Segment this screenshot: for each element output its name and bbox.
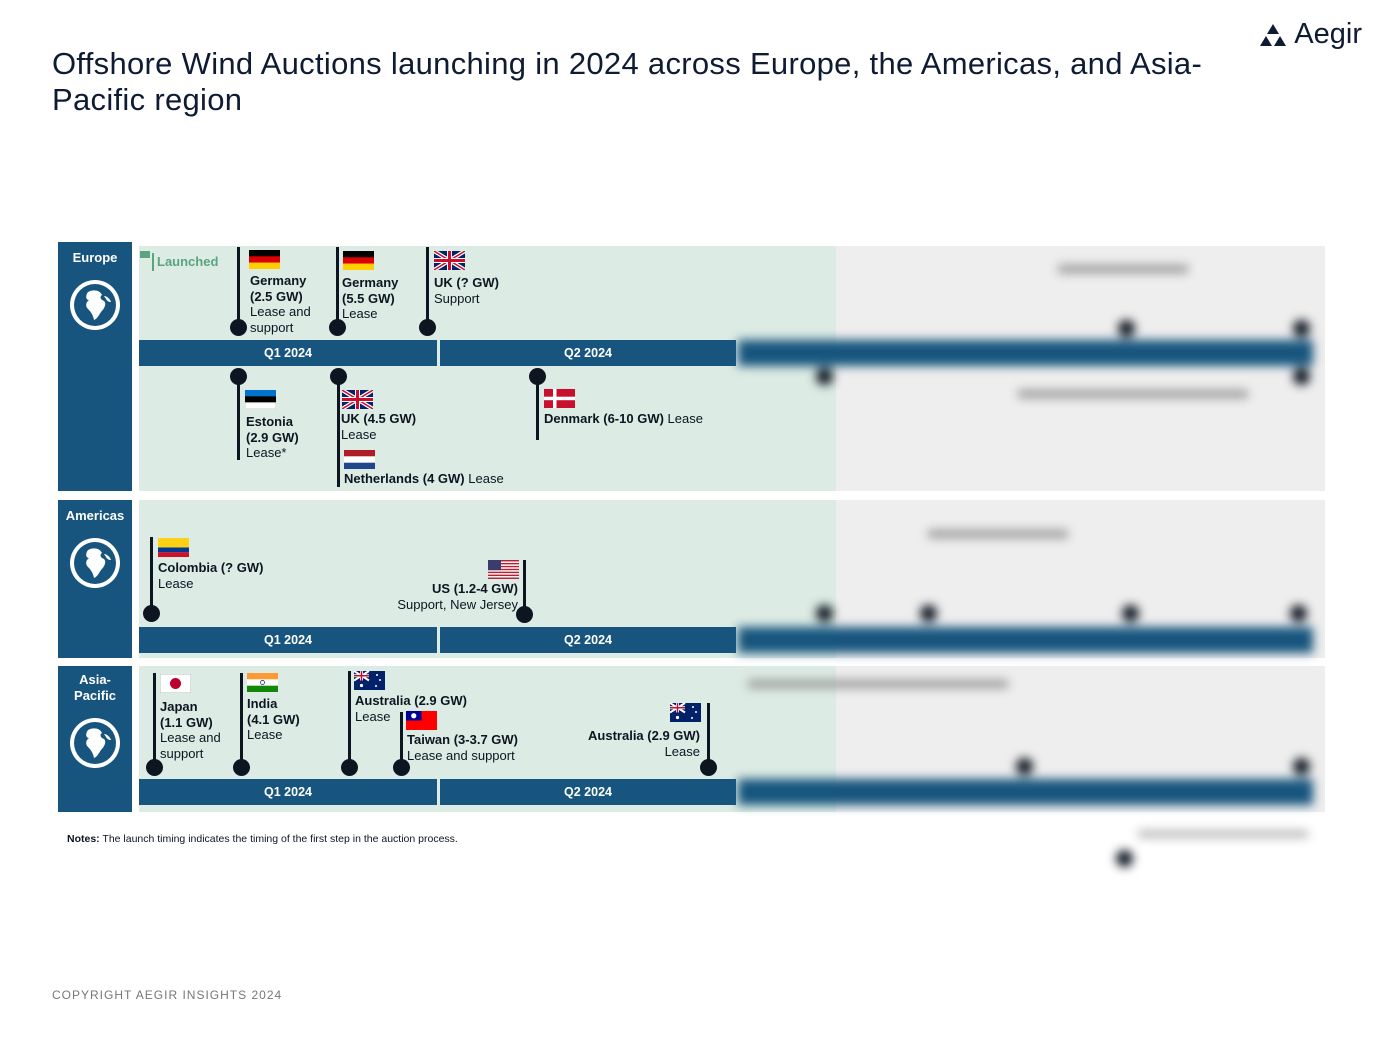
page-title: Offshore Wind Auctions launching in 2024… [52,46,1203,117]
germany-flag-icon [249,250,280,269]
q1-bar: Q1 2024 [139,340,437,366]
taiwan-flag-icon [406,711,437,730]
auction-event: UK (? GW) Support [434,275,499,306]
denmark-flag-icon [544,389,575,408]
japan-flag-icon [160,674,191,693]
timeline-pin-dot [393,759,410,776]
timeline-pin-dot [230,368,247,385]
timeline-pin-line [707,703,710,767]
australia-flag-icon [670,703,701,722]
auction-event: Colombia (? GW) Lease [158,560,264,591]
germany-flag-icon [343,251,374,270]
region-europe: Europe [58,242,132,491]
q2-bar: Q2 2024 [440,627,736,653]
timeline-pin-dot [700,759,717,776]
timeline-pin-line [536,376,539,440]
q2-bar: Q2 2024 [440,340,736,366]
region-label: Asia-Pacific [74,672,116,703]
timeline-pin-dot [230,319,247,336]
globe-europe-icon [58,278,132,332]
auction-event: India (4.1 GW) Lease [247,696,300,742]
auction-event: Australia (2.9 GW) Lease [355,693,467,724]
timeline-pin-line [237,247,240,327]
q1-bar: Q1 2024 [139,779,437,805]
region-label: Americas [65,508,125,523]
auction-event: Germany (2.5 GW) Lease and support [250,273,311,335]
auction-event: Australia (2.9 GW) Lease [588,728,700,759]
timeline-pin-dot [329,319,346,336]
auction-event: Netherlands (4 GW) Lease [344,471,504,486]
aegir-logo-icon [1260,23,1287,46]
timeline-pin-dot [341,759,358,776]
timeline-pin-line [523,560,526,614]
australia-flag-icon [354,671,385,690]
timeline-pin-dot [330,368,347,385]
timeline-pin-line [337,376,340,487]
colombia-flag-icon [158,538,189,557]
launched-label: Launched [157,254,219,269]
notes: Notes: The launch timing indicates the t… [67,833,458,845]
india-flag-icon [247,673,278,692]
region-label: Europe [72,250,118,265]
estonia-flag-icon [245,390,276,409]
timeline-pin-dot [529,368,546,385]
timeline-pin-dot [516,606,533,623]
globe-asia-icon [58,716,132,770]
region-americas: Americas [58,500,132,658]
timeline-pin-line [348,671,351,767]
auction-event: Japan (1.1 GW) Lease and support [160,699,221,761]
uk-flag-icon [342,390,373,409]
logo-text: Aegir [1294,18,1362,50]
auction-event: Germany (5.5 GW) Lease [342,275,399,321]
auction-event: Estonia (2.9 GW) Lease* [246,414,299,460]
green-flag-icon [140,251,154,271]
auction-event: Taiwan (3-3.7 GW) Lease and support [407,732,518,763]
auction-event: UK (4.5 GW) Lease [341,411,417,442]
auction-event: US (1.2-4 GW) Support, New Jersey [397,581,518,612]
timeline-pin-line [150,537,153,613]
timeline-pin-dot [419,319,436,336]
aegir-logo: Aegir [1260,18,1362,51]
timeline-pin-dot [233,759,250,776]
q1-bar: Q1 2024 [139,627,437,653]
region-asia-pacific: Asia-Pacific [58,666,132,812]
netherlands-flag-icon [344,450,375,469]
timeline-pin-line [400,712,403,767]
uk-flag-icon [434,251,465,270]
q2-bar: Q2 2024 [440,779,736,805]
timeline-pin-line [336,247,339,327]
timeline-pin-dot [143,605,160,622]
copyright: COPYRIGHT AEGIR INSIGHTS 2024 [52,988,283,1002]
blurred-h2-area [738,240,1328,880]
timeline-pin-line [426,247,429,327]
launched-legend: Launched [140,251,218,271]
auction-event: Denmark (6-10 GW) Lease [544,411,703,426]
timeline-pin-line [153,673,156,767]
us-flag-icon [488,560,519,579]
globe-americas-icon [58,536,132,590]
timeline-pin-line [240,673,243,767]
timeline-pin-line [237,376,240,460]
timeline-pin-dot [146,759,163,776]
